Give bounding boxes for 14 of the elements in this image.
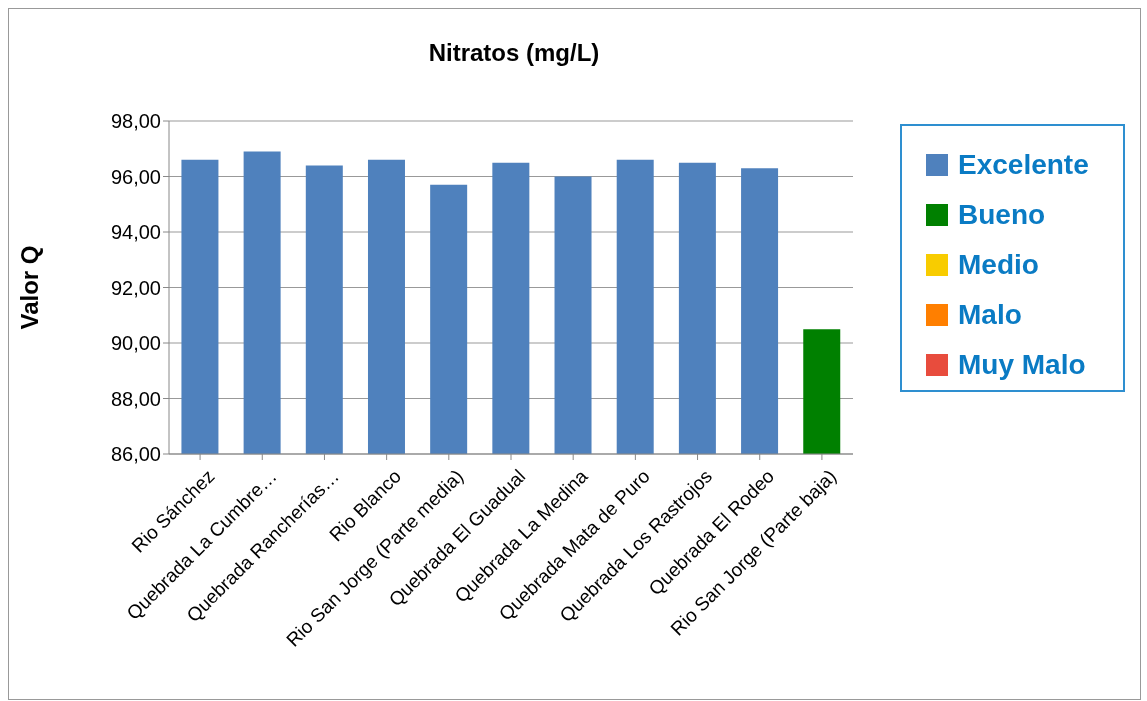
chart-title: Nitratos (mg/L) (427, 39, 601, 67)
y-axis-title: Valor Q (15, 245, 43, 330)
y-tick-label: 94,00 (110, 221, 161, 244)
y-tick-label: 88,00 (110, 387, 161, 410)
y-tick-label: 96,00 (110, 165, 161, 188)
legend-label: Muy Malo (958, 349, 1086, 381)
y-tick-label: 92,00 (110, 276, 161, 299)
legend-label: Excelente (958, 149, 1089, 181)
legend-label: Malo (958, 299, 1022, 331)
y-tick-label: 98,00 (110, 110, 161, 133)
y-tick-label: 86,00 (110, 443, 161, 466)
legend-label: Bueno (958, 199, 1046, 231)
y-tick-label: 90,00 (110, 332, 161, 355)
legend-label: Medio (958, 249, 1039, 281)
